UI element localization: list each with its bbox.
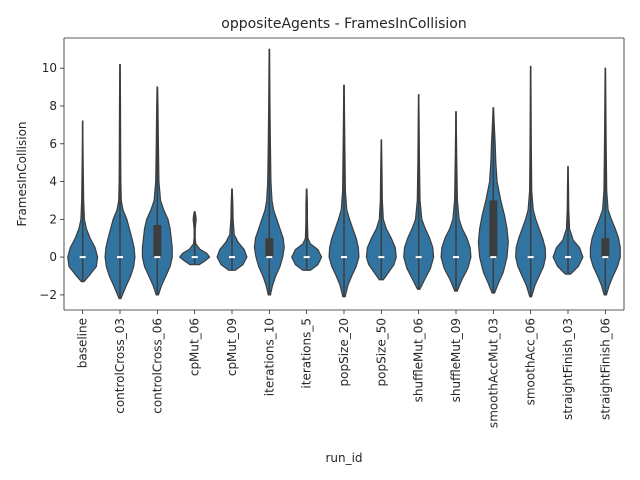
x-tick-label: straightFinish_03 xyxy=(561,318,575,420)
x-tick-label: baseline xyxy=(76,318,90,368)
violin-straightFinish_06 xyxy=(589,67,621,296)
violin-controlCross_03 xyxy=(104,63,136,300)
x-tick-label: smoothAccMut_03 xyxy=(486,318,500,428)
y-tick-label: 0 xyxy=(49,250,57,264)
x-tick-label: iterations_10 xyxy=(262,318,276,396)
x-tick-label: straightFinish_06 xyxy=(598,318,612,420)
x-tick-label: controlCross_03 xyxy=(113,318,127,414)
violin-popSize_50 xyxy=(365,139,397,281)
x-tick-label: cpMut_09 xyxy=(225,318,239,376)
violin-iterations_5 xyxy=(291,188,323,271)
y-axis: −2 0 2 4 6 8 10 xyxy=(39,61,64,302)
x-tick-label: controlCross_06 xyxy=(150,318,164,414)
y-axis-title: FramesInCollision xyxy=(15,121,29,226)
chart-title: oppositeAgents - FramesInCollision xyxy=(221,16,466,32)
violin-iqr-box xyxy=(265,238,274,258)
x-tick-label: cpMut_06 xyxy=(188,318,202,376)
violin-smoothAccMut_03 xyxy=(477,107,509,294)
x-tick-label: popSize_50 xyxy=(374,318,388,386)
violin-iqr-box xyxy=(153,225,162,258)
x-tick-label: smoothAcc_06 xyxy=(524,318,538,405)
x-tick-label: iterations_5 xyxy=(300,318,314,389)
violin-iqr-box xyxy=(489,200,498,258)
x-tick-label: shuffleMut_09 xyxy=(449,318,463,402)
violin-smoothAcc_06 xyxy=(515,65,547,298)
y-tick-label: 6 xyxy=(49,137,57,151)
y-tick-label: 8 xyxy=(49,99,57,113)
x-tick-label: shuffleMut_06 xyxy=(412,318,426,402)
violin-controlCross_06 xyxy=(141,86,173,296)
violins-group xyxy=(67,48,621,300)
y-tick-label: 2 xyxy=(49,212,57,226)
y-tick-label: −2 xyxy=(39,288,57,302)
violin-iqr-box xyxy=(601,238,610,258)
violin-cpMut_09 xyxy=(216,188,248,271)
x-tick-label: popSize_20 xyxy=(337,318,351,386)
violin-shuffleMut_06 xyxy=(403,94,435,290)
x-axis-title: run_id xyxy=(325,451,362,465)
violin-shuffleMut_09 xyxy=(440,111,472,292)
violin-popSize_20 xyxy=(328,84,360,298)
y-tick-label: 10 xyxy=(42,61,57,75)
violin-iterations_10 xyxy=(253,48,285,296)
violin-baseline xyxy=(67,120,99,283)
violin-straightFinish_03 xyxy=(552,165,584,275)
violin-cpMut_06 xyxy=(178,211,211,266)
x-axis: baseline controlCross_03 controlCross_06 cp… xyxy=(76,310,612,428)
y-tick-label: 4 xyxy=(49,175,57,189)
